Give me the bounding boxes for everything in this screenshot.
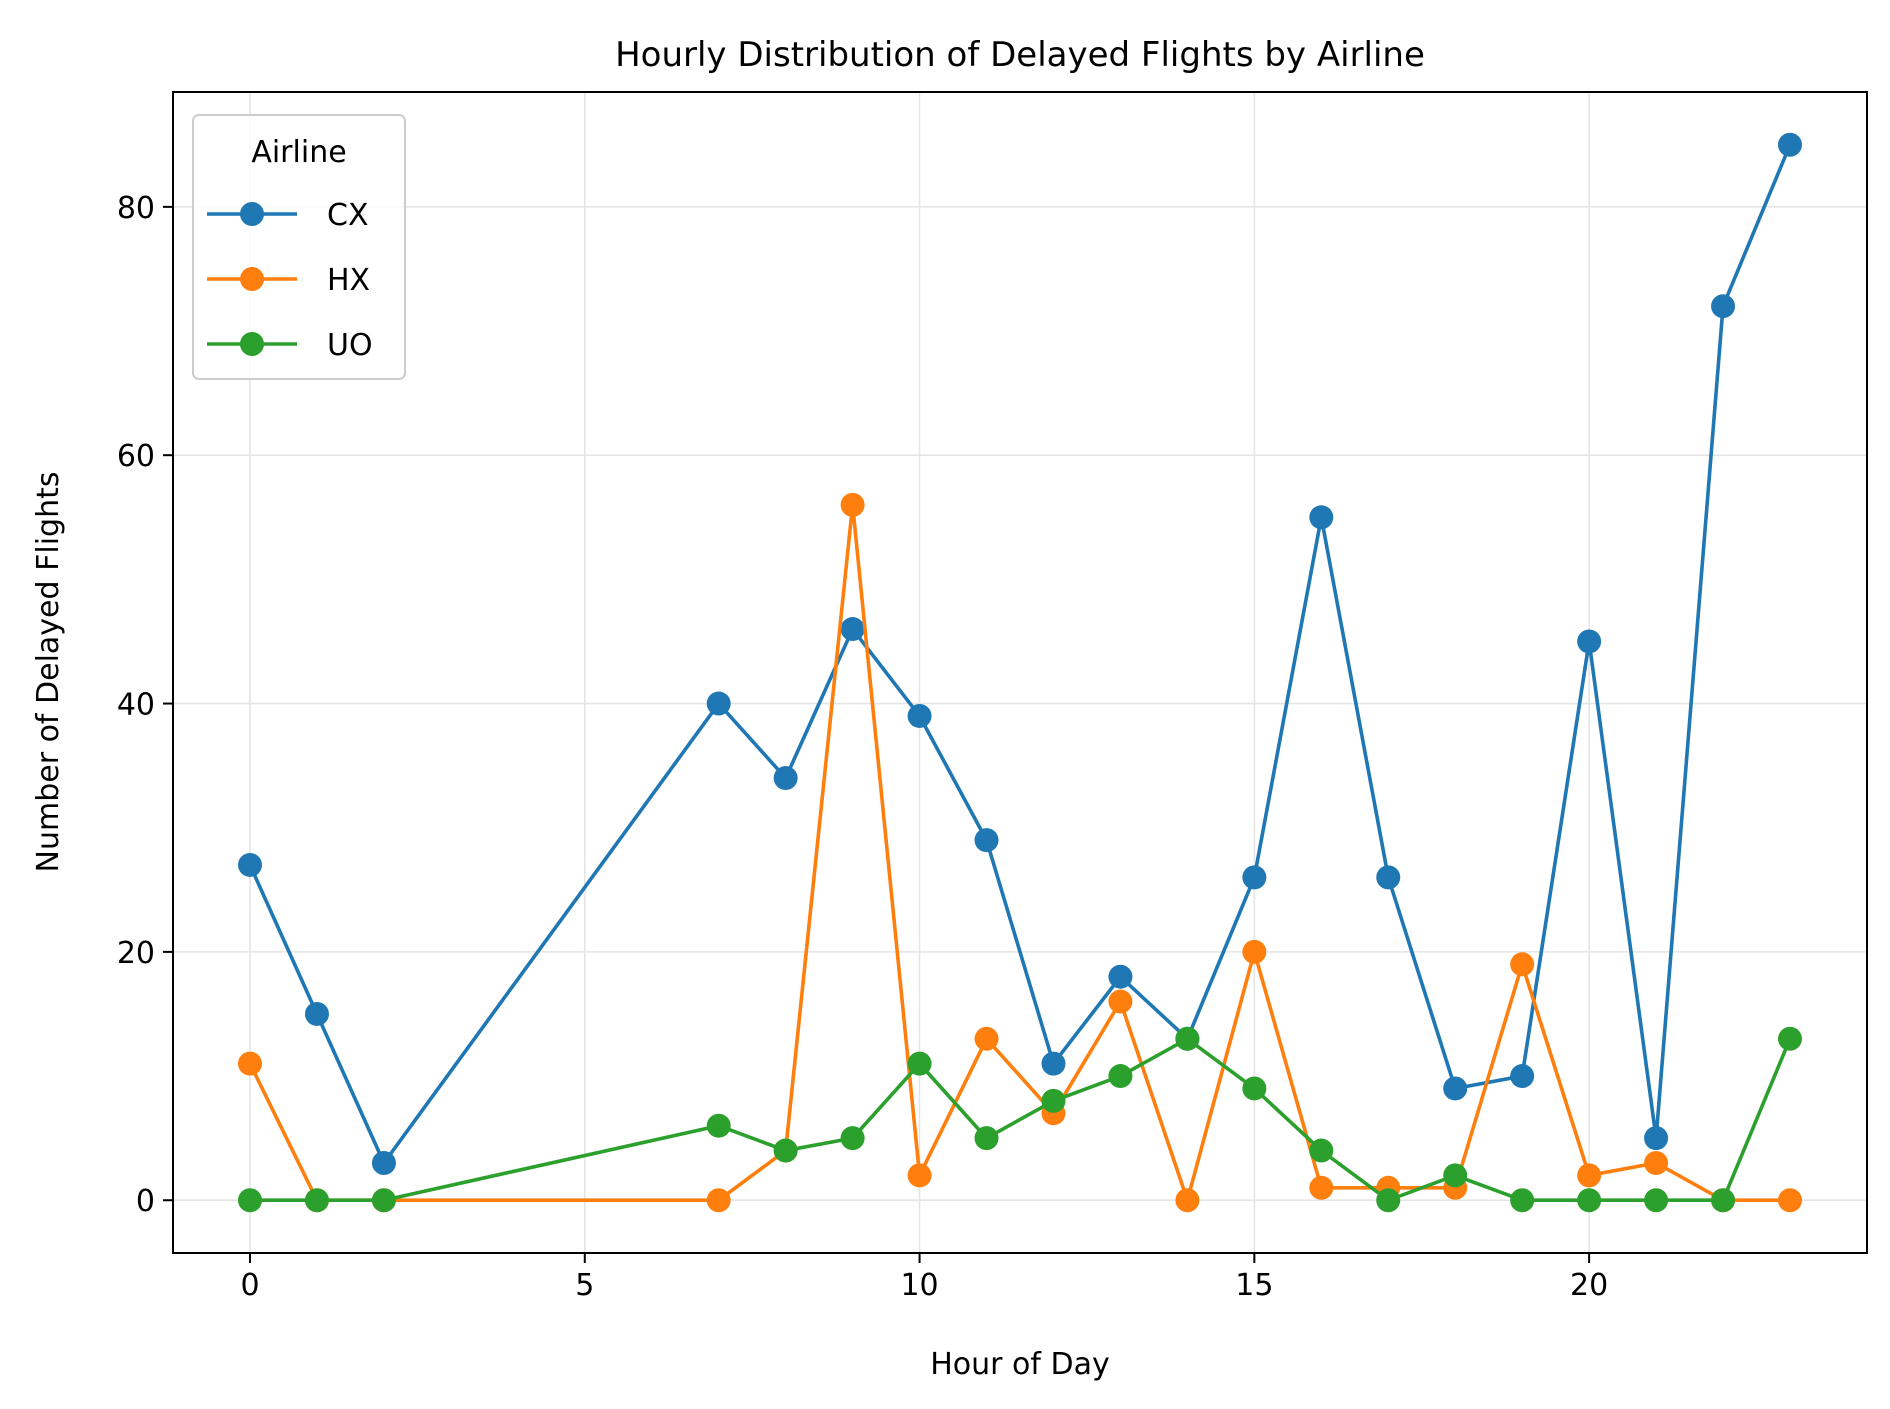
data-point-cx	[1644, 1126, 1669, 1151]
data-point-cx	[1041, 1051, 1066, 1076]
data-point-cx	[1309, 505, 1334, 530]
data-point-uo	[773, 1138, 798, 1163]
legend-marker-uo	[240, 332, 264, 356]
legend-marker-cx	[240, 202, 264, 226]
data-point-cx	[1242, 865, 1267, 890]
legend: Airline CX HX UO	[192, 114, 406, 380]
data-point-hx	[1510, 952, 1535, 977]
legend-item-hx: HX	[207, 263, 370, 298]
data-point-cx	[1443, 1076, 1468, 1101]
data-point-uo	[1644, 1188, 1669, 1213]
y-tick-label: 40	[117, 688, 155, 723]
data-point-hx	[1644, 1150, 1669, 1175]
data-point-hx	[1108, 989, 1133, 1014]
series-line-hx	[248, 503, 1790, 1203]
data-point-uo	[304, 1188, 329, 1213]
data-point-cx	[1577, 629, 1602, 654]
data-point-hx	[1778, 1188, 1802, 1213]
data-point-uo	[706, 1113, 731, 1138]
data-point-hx	[1309, 1175, 1334, 1200]
legend-title: Airline	[251, 135, 346, 170]
data-point-uo	[1443, 1163, 1468, 1188]
x-axis-label: Hour of Day	[930, 1347, 1110, 1382]
chart-title: Hourly Distribution of Delayed Flights b…	[615, 35, 1425, 75]
data-point-hx	[238, 1051, 262, 1076]
data-point-uo	[1309, 1138, 1334, 1163]
plot-frame	[172, 91, 1868, 1254]
data-point-uo	[1778, 1026, 1802, 1051]
data-point-uo	[907, 1051, 932, 1076]
y-tick-label: 60	[117, 439, 155, 474]
data-point-cx	[706, 691, 731, 716]
data-point-uo	[1041, 1088, 1066, 1113]
data-point-cx	[974, 828, 999, 853]
y-tick-label: 80	[117, 191, 155, 226]
data-point-cx	[1108, 964, 1133, 989]
data-point-uo	[1175, 1026, 1200, 1051]
data-point-uo	[1577, 1188, 1602, 1213]
data-point-cx	[773, 766, 798, 791]
data-point-uo	[371, 1188, 396, 1213]
y-tick-label: 20	[117, 936, 155, 971]
y-tick-label: 0	[136, 1184, 155, 1219]
axes: 0 5 10 15 20 0 20 40 60 80	[117, 191, 1608, 1303]
data-point-hx	[974, 1026, 999, 1051]
data-point-uo	[840, 1126, 865, 1151]
data-point-uo	[1108, 1064, 1133, 1089]
data-point-uo	[1711, 1188, 1736, 1213]
legend-marker-hx	[240, 267, 264, 291]
data-point-cx	[238, 852, 262, 877]
data-point-cx	[304, 1001, 329, 1026]
data-point-cx	[1711, 294, 1736, 319]
legend-label-uo: UO	[327, 328, 373, 363]
data-point-cx	[840, 617, 865, 642]
data-point-cx	[1510, 1064, 1535, 1089]
data-point-hx	[1577, 1163, 1602, 1188]
legend-item-cx: CX	[207, 198, 369, 233]
legend-box	[192, 114, 406, 380]
x-tick-label: 15	[1235, 1268, 1273, 1303]
x-tick-label: 20	[1570, 1268, 1608, 1303]
legend-items: CX HX UO	[207, 198, 373, 363]
series-cx	[238, 132, 1802, 1175]
data-point-hx	[840, 492, 865, 517]
grid	[173, 92, 1867, 1253]
data-point-hx	[1175, 1188, 1200, 1213]
legend-label-hx: HX	[327, 263, 370, 298]
data-point-uo	[1242, 1076, 1267, 1101]
y-axis-label: Number of Delayed Flights	[31, 472, 66, 873]
series-uo	[238, 1026, 1802, 1213]
x-tick-label: 10	[900, 1268, 938, 1303]
data-point-cx	[1376, 865, 1401, 890]
legend-label-cx: CX	[327, 198, 369, 233]
data-point-uo	[1376, 1188, 1401, 1213]
data-point-uo	[1510, 1188, 1535, 1213]
data-point-uo	[238, 1188, 262, 1213]
data-point-hx	[907, 1163, 932, 1188]
data-point-hx	[1242, 939, 1267, 964]
x-tick-label: 5	[575, 1268, 594, 1303]
x-tick-label: 0	[240, 1268, 259, 1303]
legend-item-uo: UO	[207, 328, 373, 363]
series-layer	[238, 132, 1802, 1213]
series-line-cx	[248, 144, 1792, 1165]
data-point-hx	[706, 1188, 731, 1213]
data-point-cx	[371, 1150, 396, 1175]
data-point-cx	[907, 703, 932, 728]
data-point-uo	[974, 1126, 999, 1151]
data-point-cx	[1778, 132, 1802, 157]
